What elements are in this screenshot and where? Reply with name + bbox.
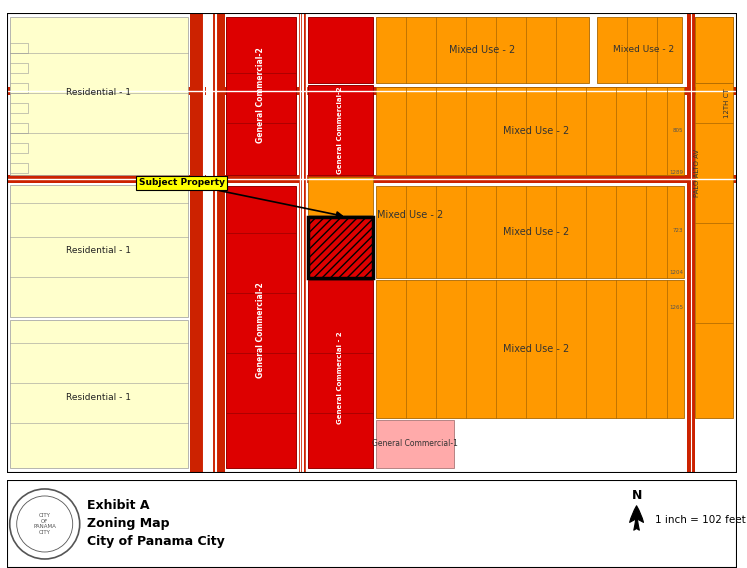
Text: General Commercial-2: General Commercial-2 [256,47,265,143]
Bar [376,17,589,83]
Bar [226,17,296,175]
Bar [376,186,684,278]
Text: Mixed Use - 2: Mixed Use - 2 [503,344,570,354]
Text: City of Panama City: City of Panama City [87,536,224,549]
Text: General Commercial-2: General Commercial-2 [256,282,265,378]
Text: 1265: 1265 [669,306,684,310]
Bar [205,13,208,473]
Text: General Commercial-2: General Commercial-2 [337,86,343,174]
Bar [303,13,307,473]
Bar [10,17,187,175]
Text: Mixed Use - 2: Mixed Use - 2 [503,227,570,237]
Bar [7,175,737,183]
Text: 1 inch = 102 feet: 1 inch = 102 feet [654,515,746,525]
Bar [597,17,681,83]
Bar [10,123,28,133]
Bar [308,85,373,175]
Bar [308,280,373,468]
Bar [10,320,187,468]
Bar [208,13,211,473]
Text: 805: 805 [673,128,684,133]
Bar [10,163,28,173]
Bar [376,87,684,175]
Bar [302,13,303,473]
Text: Mixed Use - 2: Mixed Use - 2 [503,126,570,136]
Text: Zoning Map: Zoning Map [87,517,170,531]
Bar [10,143,28,153]
Text: PALO ALTO AV: PALO ALTO AV [693,149,699,197]
Text: Residential - 1: Residential - 1 [66,393,131,402]
Text: 1204: 1204 [669,270,684,275]
Text: Subject Property: Subject Property [139,178,342,218]
Bar [10,83,28,93]
Bar [308,217,373,278]
Text: Mixed Use - 2: Mixed Use - 2 [613,45,674,55]
Bar [10,63,28,73]
Text: Mixed Use - 2: Mixed Use - 2 [376,210,443,220]
Text: Mixed Use - 2: Mixed Use - 2 [450,45,515,55]
Bar [226,186,296,468]
Text: 723: 723 [673,228,684,233]
Bar [376,420,453,468]
Bar [10,103,28,113]
Bar [211,13,225,473]
Bar [308,17,373,83]
Bar [308,177,373,215]
Text: 12TH CT: 12TH CT [724,88,730,118]
Text: Residential - 1: Residential - 1 [66,89,131,97]
Text: 1289: 1289 [669,170,684,176]
Text: N: N [631,490,642,503]
Bar [10,43,28,53]
Bar [376,280,684,418]
Bar [686,13,695,473]
Bar [7,87,737,95]
Bar [695,17,733,83]
Bar [695,17,733,418]
Text: General Commercial - 2: General Commercial - 2 [337,332,343,424]
Text: General Commercial-1: General Commercial-1 [372,439,458,448]
Bar [10,185,187,317]
Text: CITY
OF
PANAMA
CITY: CITY OF PANAMA CITY [34,513,56,535]
Text: Residential - 1: Residential - 1 [66,247,131,256]
Bar [299,13,302,473]
Text: Exhibit A: Exhibit A [87,499,149,512]
Bar [190,13,204,473]
